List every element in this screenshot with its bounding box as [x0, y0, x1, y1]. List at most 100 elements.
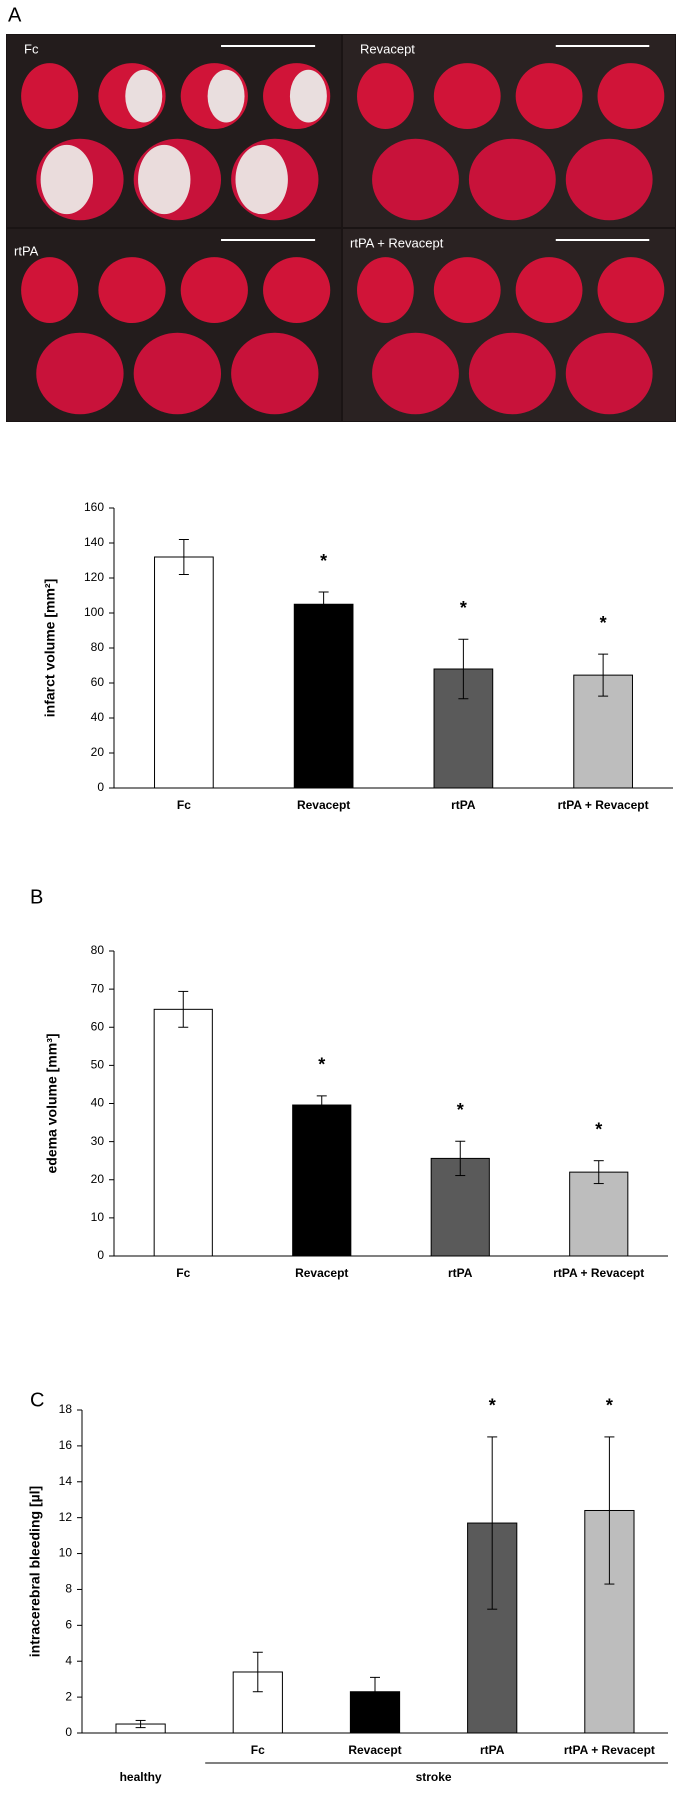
y-tick-label: 80 — [91, 640, 105, 654]
brain-slice — [180, 257, 248, 324]
group-label: healthy — [120, 1770, 162, 1784]
y-tick-label: 10 — [91, 1210, 105, 1224]
bar — [293, 603, 354, 789]
significance-marker: * — [595, 1119, 602, 1139]
brain-slice — [565, 138, 653, 221]
error-bar — [593, 1160, 604, 1185]
y-tick-label: 18 — [59, 1402, 73, 1416]
brain-slice — [515, 257, 583, 324]
y-tick-label: 40 — [91, 1096, 105, 1110]
error-bar — [252, 1651, 263, 1693]
brain-slice — [231, 332, 319, 415]
y-tick-label: 80 — [91, 943, 105, 957]
brain-slice — [565, 332, 653, 415]
x-tick-label: Revacept — [348, 1743, 401, 1757]
brain-slice — [21, 257, 79, 324]
significance-marker: * — [489, 1396, 496, 1416]
significance-marker: * — [606, 1396, 613, 1416]
y-tick-label: 20 — [91, 1172, 105, 1186]
y-tick-label: 100 — [84, 605, 104, 619]
brain-slice — [133, 332, 222, 415]
photo-label: Fc — [24, 41, 39, 56]
x-tick-label: rtPA + Revacept — [558, 798, 649, 812]
x-tick-label: rtPA — [451, 798, 476, 812]
brain-slice — [357, 63, 414, 130]
x-tick-label: rtPA + Revacept — [564, 1743, 655, 1757]
infarct-area — [138, 144, 191, 215]
bar — [153, 1008, 213, 1257]
significance-marker: * — [457, 1100, 464, 1120]
x-tick-label: Revacept — [295, 1266, 348, 1280]
brain-slice — [372, 332, 459, 415]
y-axis-label: intracerebral bleeding [µl] — [27, 1486, 43, 1657]
x-tick-label: Fc — [177, 798, 191, 812]
significance-marker: * — [460, 598, 467, 618]
brain-slice — [21, 63, 79, 130]
brain-slice — [36, 332, 124, 415]
panel-label: C — [30, 1389, 44, 1411]
y-tick-label: 14 — [59, 1474, 73, 1488]
error-bar — [178, 539, 189, 575]
error-bar — [604, 1436, 615, 1585]
y-tick-label: 2 — [65, 1689, 72, 1703]
bar — [569, 1171, 629, 1257]
significance-marker: * — [320, 551, 327, 571]
group-label: stroke — [416, 1770, 452, 1784]
error-bar — [458, 638, 469, 700]
photo-label: rtPA — [14, 243, 39, 258]
brain-slice — [357, 257, 414, 324]
error-bar — [318, 591, 329, 617]
y-axis-label: edema volume [mm³] — [44, 1033, 60, 1173]
x-tick-label: rtPA + Revacept — [553, 1266, 644, 1280]
y-tick-label: 40 — [91, 710, 105, 724]
significance-marker: * — [318, 1055, 325, 1075]
y-tick-label: 30 — [91, 1134, 105, 1148]
y-tick-label: 12 — [59, 1510, 73, 1524]
brain-slice — [433, 63, 501, 130]
x-tick-label: Fc — [251, 1743, 265, 1757]
y-tick-label: 0 — [97, 780, 104, 794]
error-bar — [316, 1095, 327, 1115]
brain-slice — [468, 138, 556, 221]
error-bar — [487, 1436, 498, 1610]
panel-label: A — [8, 4, 22, 26]
panel-label: B — [30, 886, 43, 908]
significance-marker: * — [600, 613, 607, 633]
y-tick-label: 0 — [65, 1725, 72, 1739]
y-tick-label: 20 — [91, 745, 105, 759]
bar — [292, 1104, 352, 1257]
photo-panel: Fc Revacept rtPA rtPA + Revacept — [6, 34, 676, 422]
brain-slice — [597, 63, 665, 130]
y-tick-label: 16 — [59, 1438, 73, 1452]
infarct-area — [289, 69, 327, 123]
y-tick-label: 8 — [65, 1582, 72, 1596]
y-tick-label: 120 — [84, 570, 104, 584]
x-tick-label: Revacept — [297, 798, 350, 812]
x-tick-label: rtPA — [448, 1266, 473, 1280]
y-tick-label: 4 — [65, 1653, 72, 1667]
y-tick-label: 60 — [91, 1019, 105, 1033]
infarct-area — [40, 144, 94, 215]
brain-slice — [98, 257, 166, 324]
error-bar — [598, 653, 609, 697]
y-tick-label: 140 — [84, 535, 104, 549]
y-tick-label: 10 — [59, 1546, 73, 1560]
y-tick-label: 160 — [84, 500, 104, 514]
error-bar — [178, 990, 189, 1028]
brain-slice — [597, 257, 665, 324]
photo-label: Revacept — [360, 41, 415, 56]
y-tick-label: 70 — [91, 981, 105, 995]
error-bar — [370, 1676, 380, 1707]
brain-slice — [372, 138, 459, 221]
infarct-area — [235, 144, 288, 215]
y-tick-label: 6 — [65, 1618, 72, 1632]
x-tick-label: rtPA — [480, 1743, 505, 1757]
x-tick-label: Fc — [176, 1266, 190, 1280]
error-bar — [455, 1140, 466, 1177]
infarct-area — [125, 69, 163, 123]
brain-slice — [515, 63, 583, 130]
brain-slice — [433, 257, 501, 324]
error-bar — [135, 1719, 146, 1729]
